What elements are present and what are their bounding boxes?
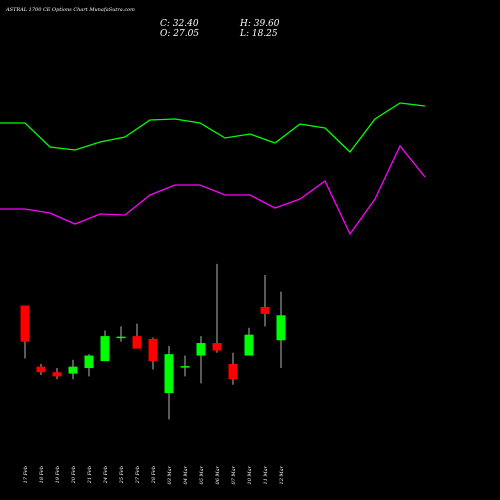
candle-body-down xyxy=(148,338,158,362)
x-tick-label: 07 Mar xyxy=(231,465,237,484)
x-tick-label: 28 Feb xyxy=(151,466,157,484)
candle xyxy=(148,337,158,370)
candle-body-down xyxy=(212,343,222,351)
chart-title: ASTRAL 1700 CE Options Chart MunafaSutra… xyxy=(6,7,135,13)
candle xyxy=(100,330,110,362)
x-tick-label: 19 Feb xyxy=(55,466,61,483)
candle-body-up xyxy=(244,334,254,356)
candle-body-down xyxy=(36,366,46,373)
x-axis-labels: 17 Feb 18 Feb 19 Feb 20 Feb 21 Feb 24 Feb 25 F… xyxy=(23,465,285,484)
x-tick-label: 12 Mar xyxy=(279,465,285,484)
candle xyxy=(68,359,78,380)
candle xyxy=(180,355,190,377)
x-tick-label: 18 Feb xyxy=(39,466,45,483)
candle xyxy=(196,336,206,384)
x-tick-label: 04 Mar xyxy=(183,465,189,484)
candle-body-down xyxy=(132,336,142,349)
x-tick-label: 06 Mar xyxy=(215,465,221,484)
x-tick-label: 20 Feb xyxy=(71,466,77,484)
candle-body-down xyxy=(52,372,62,377)
candle-body-up xyxy=(164,354,174,394)
x-tick-label: 21 Feb xyxy=(87,466,93,484)
candle xyxy=(244,327,254,356)
candle-body-up xyxy=(276,315,286,341)
candle-body-up xyxy=(68,366,78,374)
candle xyxy=(276,291,286,369)
low-value: L: 18.25 xyxy=(240,29,278,39)
high-value: H: 39.60 xyxy=(240,19,280,29)
open-value: O: 27.05 xyxy=(160,29,200,39)
indicator-lines xyxy=(0,102,426,236)
x-tick-label: 05 Mar xyxy=(199,465,205,484)
candle xyxy=(52,368,62,380)
x-tick-label: 17 Feb xyxy=(23,466,29,483)
candle xyxy=(36,363,46,375)
candle-body-down xyxy=(228,363,238,380)
upper-indicator-line xyxy=(0,102,426,153)
x-tick-label: 25 Feb xyxy=(119,466,125,484)
candle xyxy=(212,263,222,353)
candle-body-up xyxy=(100,336,110,362)
candle-body-down xyxy=(260,306,270,314)
candle xyxy=(132,323,142,349)
candle xyxy=(260,275,270,327)
candle-body-up xyxy=(196,343,206,356)
x-tick-label: 11 Mar xyxy=(263,465,269,484)
candle xyxy=(116,326,126,342)
x-tick-label: 27 Feb xyxy=(135,466,141,484)
candle xyxy=(164,345,174,420)
candle-body-up xyxy=(84,355,94,369)
x-tick-label: 03 Mar xyxy=(167,465,173,484)
lower-indicator-line xyxy=(0,144,426,236)
candle-body-up xyxy=(116,336,126,339)
candle xyxy=(228,352,238,385)
candle-body-down xyxy=(20,305,30,342)
candle-body-up xyxy=(180,366,190,368)
close-value: C: 32.40 xyxy=(160,19,199,29)
candle xyxy=(20,305,30,359)
x-tick-label: 10 Mar xyxy=(247,465,253,484)
candle xyxy=(84,354,94,377)
x-tick-label: 24 Feb xyxy=(103,466,109,484)
candles xyxy=(20,263,286,420)
